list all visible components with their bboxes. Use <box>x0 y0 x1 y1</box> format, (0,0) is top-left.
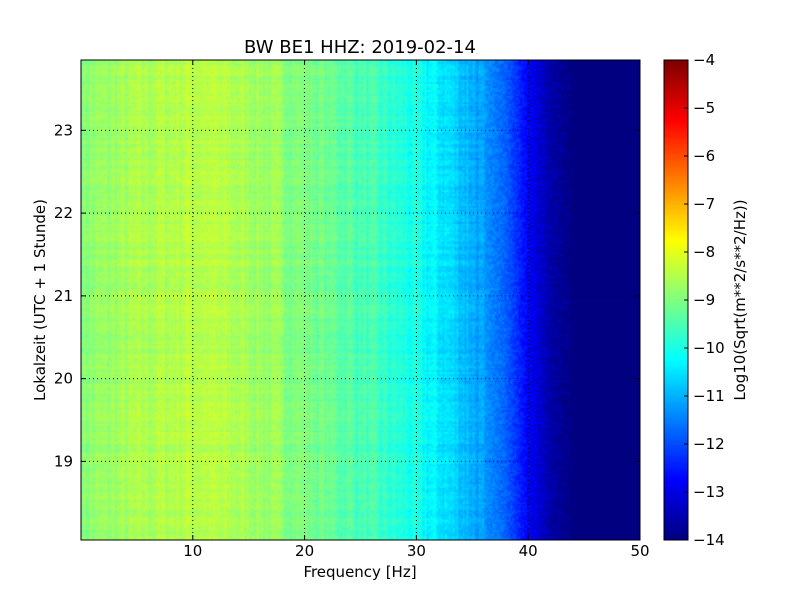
colorbar-tick-label: −10 <box>693 339 725 357</box>
plot-area <box>80 59 641 541</box>
colorbar-tick-label: −13 <box>693 483 725 501</box>
spectrogram-heatmap <box>81 60 640 540</box>
y-axis-label: Lokalzeit (UTC + 1 Stunde) <box>31 199 49 401</box>
x-tick-label: 10 <box>183 542 202 560</box>
colorbar-tick-label: −5 <box>693 99 715 117</box>
grid-lines <box>81 60 640 540</box>
y-tick-label: 20 <box>54 370 73 388</box>
colorbar-tick-label: −9 <box>693 291 715 309</box>
y-tick-label: 22 <box>54 204 73 222</box>
x-tick-label: 20 <box>295 542 314 560</box>
x-tick-label: 40 <box>519 542 538 560</box>
colorbar-tick-label: −14 <box>693 531 725 549</box>
plot-frame <box>80 59 641 541</box>
colorbar-tick-label: −7 <box>693 195 715 213</box>
colorbar-tick-label: −6 <box>693 147 715 165</box>
chart-title: BW BE1 HHZ: 2019-02-14 <box>244 37 476 58</box>
colorbar-tick-label: −4 <box>693 51 715 69</box>
colorbar: −4 −5 −6 −7 −8 −9 −10 −11 −12 −13 −14 Log10(Sqrt(m… <box>663 51 749 549</box>
y-tick-label: 21 <box>54 287 73 305</box>
y-tick-label: 19 <box>54 452 73 470</box>
x-axis-label: Frequency [Hz] <box>303 563 416 581</box>
colorbar-tick-label: −8 <box>693 243 715 261</box>
colorbar-label: Log10(Sqrt(m**2/s**2/Hz)) <box>731 199 749 400</box>
x-axis-ticks: 10 20 30 40 50 <box>183 60 650 560</box>
x-tick-label: 50 <box>630 542 649 560</box>
x-tick-label: 30 <box>407 542 426 560</box>
y-axis-ticks: 19 20 21 22 23 <box>54 121 640 470</box>
y-tick-label: 23 <box>54 121 73 139</box>
colorbar-ticks: −4 −5 −6 −7 −8 −9 −10 −11 −12 −13 −14 <box>684 51 725 549</box>
colorbar-tick-label: −12 <box>693 435 725 453</box>
colorbar-tick-label: −11 <box>693 387 725 405</box>
